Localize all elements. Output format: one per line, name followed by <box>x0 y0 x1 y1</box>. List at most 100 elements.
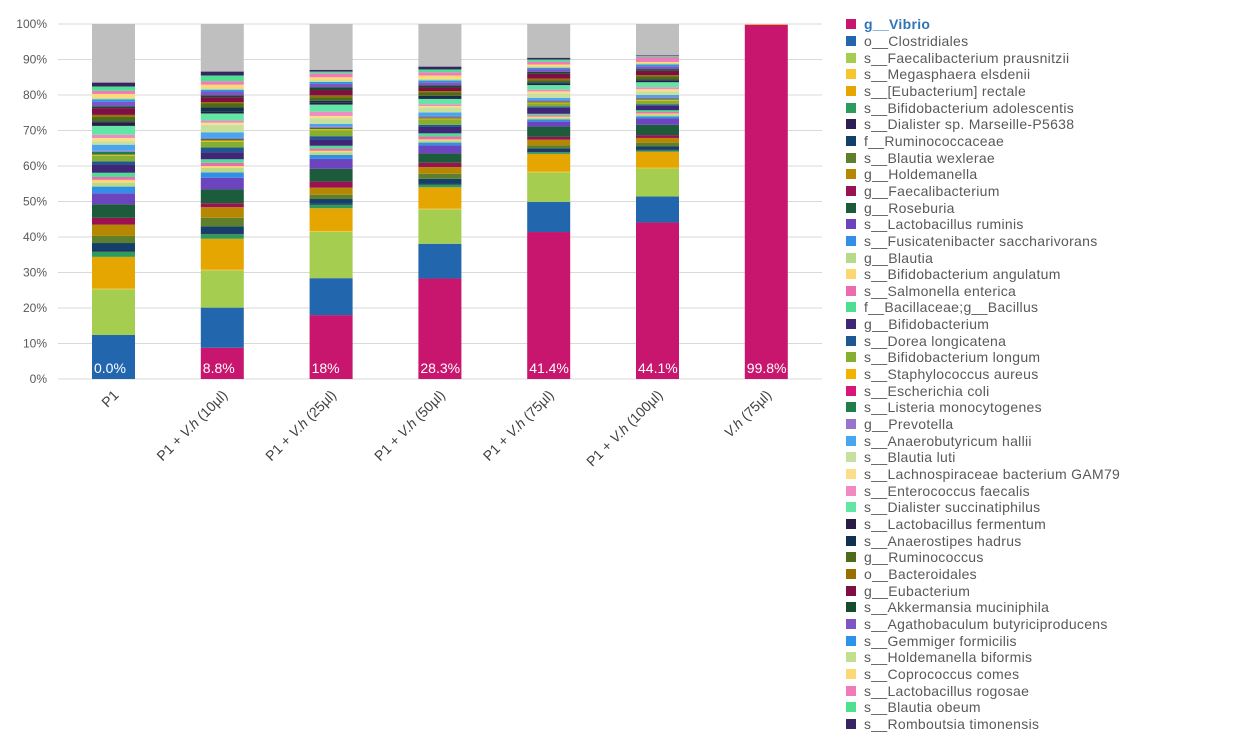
bar-segment[interactable] <box>309 127 353 130</box>
bar-segment[interactable] <box>200 159 244 163</box>
legend-item[interactable]: g__Eubacterium <box>846 582 1120 599</box>
bar-segment[interactable] <box>309 154 353 159</box>
bar-segment[interactable] <box>527 171 571 173</box>
bar-segment[interactable] <box>527 172 571 202</box>
bar-segment[interactable] <box>636 69 679 71</box>
bar-segment[interactable] <box>92 217 135 225</box>
bar-segment[interactable] <box>527 153 571 172</box>
bar-segment[interactable] <box>527 116 571 118</box>
bar-segment[interactable] <box>636 137 679 143</box>
bar-segment[interactable] <box>92 256 135 289</box>
bar-segment[interactable] <box>200 270 244 308</box>
bar-segment[interactable] <box>309 150 353 153</box>
bar-segment[interactable] <box>200 152 244 160</box>
bar-segment[interactable] <box>418 140 462 143</box>
bar-segment[interactable] <box>309 81 353 84</box>
bar-segment[interactable] <box>309 278 353 316</box>
bar-segment[interactable] <box>527 151 571 153</box>
legend-item[interactable]: s__Dialister succinatiphilus <box>846 499 1120 516</box>
legend-item[interactable]: s__Listeria monocytogenes <box>846 399 1120 416</box>
bar-segment[interactable] <box>309 95 353 98</box>
bar-segment[interactable] <box>92 134 135 138</box>
legend-item[interactable]: o__Clostridiales <box>846 33 1120 50</box>
bar-segment[interactable] <box>200 140 244 142</box>
bar-segment[interactable] <box>418 139 462 141</box>
bar-segment[interactable] <box>309 71 353 74</box>
bar-segment[interactable] <box>418 69 462 73</box>
bar-segment[interactable] <box>92 114 135 117</box>
bar-segment[interactable] <box>309 83 353 88</box>
bar-segment[interactable] <box>309 87 353 91</box>
bar-segment[interactable] <box>527 99 571 102</box>
bar-segment[interactable] <box>527 67 571 70</box>
bar-segment[interactable] <box>418 107 462 113</box>
legend-item[interactable]: s__Romboutsia timonensis <box>846 716 1120 733</box>
bar-segment[interactable] <box>527 136 571 140</box>
bar-segment[interactable] <box>527 117 571 120</box>
bar-segment[interactable] <box>527 145 571 149</box>
bar-segment[interactable] <box>200 167 244 173</box>
bar-segment[interactable] <box>418 75 462 79</box>
bar-segment[interactable] <box>200 71 244 76</box>
bar-segment[interactable] <box>527 148 571 152</box>
bar-segment[interactable] <box>92 243 135 251</box>
bar-segment[interactable] <box>200 75 244 82</box>
bar-segment[interactable] <box>418 208 462 210</box>
bar-segment[interactable] <box>418 173 462 179</box>
bar-segment-other[interactable] <box>92 24 135 83</box>
bar-segment[interactable] <box>309 80 353 82</box>
bar-segment[interactable] <box>636 97 679 99</box>
legend-item[interactable]: g__Roseburia <box>846 199 1120 216</box>
bar-segment[interactable] <box>636 151 679 168</box>
legend-item[interactable]: s__Lactobacillus fermentum <box>846 516 1120 533</box>
bar-segment[interactable] <box>200 307 244 348</box>
bar-segment[interactable] <box>200 137 244 140</box>
bar-segment[interactable] <box>418 117 462 119</box>
bar-segment[interactable] <box>636 104 679 106</box>
bar-segment[interactable] <box>418 82 462 86</box>
bar-segment[interactable] <box>200 226 244 234</box>
bar-segment[interactable] <box>418 209 462 244</box>
bar-segment[interactable] <box>309 203 353 205</box>
bar-segment[interactable] <box>636 112 679 114</box>
bar-segment[interactable] <box>527 73 571 79</box>
bar-segment[interactable] <box>527 232 571 379</box>
bar-segment[interactable] <box>636 135 679 138</box>
bar-segment[interactable] <box>418 66 462 70</box>
bar-segment[interactable] <box>527 101 571 103</box>
bar-segment[interactable] <box>309 230 353 232</box>
bar-segment[interactable] <box>636 57 679 62</box>
bar-segment[interactable] <box>418 97 462 99</box>
bar-segment[interactable] <box>200 234 244 239</box>
bar-segment[interactable] <box>309 139 353 146</box>
bar-segment[interactable] <box>309 148 353 151</box>
bar-segment[interactable] <box>418 153 462 163</box>
bar-segment[interactable] <box>418 124 462 127</box>
bar-segment[interactable] <box>92 161 135 165</box>
bar-segment[interactable] <box>527 91 571 94</box>
legend-item[interactable]: s__Bifidobacterium adolescentis <box>846 99 1120 116</box>
bar-segment[interactable] <box>418 183 462 185</box>
legend-item[interactable]: o__Bacteroidales <box>846 566 1120 583</box>
bar-segment[interactable] <box>418 72 462 76</box>
bar-segment[interactable] <box>636 91 679 95</box>
bar-segment[interactable] <box>200 81 244 85</box>
bar-segment[interactable] <box>200 97 244 103</box>
bar-segment[interactable] <box>309 158 353 169</box>
bar-segment[interactable] <box>309 126 353 128</box>
bar-segment[interactable] <box>418 91 462 93</box>
bar-segment[interactable] <box>200 139 244 141</box>
bar-segment[interactable] <box>92 141 135 145</box>
legend-item[interactable]: s__Holdemanella biformis <box>846 649 1120 666</box>
bar-segment[interactable] <box>92 288 135 290</box>
bar-segment[interactable] <box>636 95 679 98</box>
bar-segment[interactable] <box>527 57 571 60</box>
legend-item[interactable]: s__Salmonella enterica <box>846 283 1120 300</box>
bar-segment[interactable] <box>636 82 679 88</box>
bar-segment[interactable] <box>636 87 679 90</box>
legend-item[interactable]: s__Bifidobacterium longum <box>846 349 1120 366</box>
bar-segment[interactable] <box>92 101 135 107</box>
bar-segment[interactable] <box>92 151 135 155</box>
bar-segment[interactable] <box>309 204 353 209</box>
legend-item[interactable]: s__Enterococcus faecalis <box>846 482 1120 499</box>
